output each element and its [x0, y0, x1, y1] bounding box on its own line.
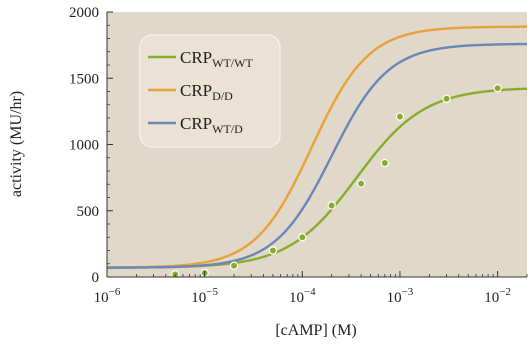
- legend-label-2: CRPWT/D: [180, 114, 243, 136]
- data-point-0-6: [356, 179, 366, 188]
- x-tick-label: 10−3: [387, 286, 414, 306]
- x-axis-title: [cAMP] (M): [275, 322, 356, 339]
- data-point-0-4: [298, 233, 307, 242]
- tick-labels: 0 500 1000 1500 2000 10−6 10−5 10−4 10−3 10−2: [69, 5, 511, 306]
- legend-label-1: CRPD/D: [180, 81, 233, 103]
- data-point-0-7: [380, 158, 390, 168]
- y-tick-label: 500: [77, 204, 100, 220]
- data-point-0-5: [327, 201, 336, 210]
- data-point-0-9: [442, 94, 451, 103]
- data-points: [171, 83, 502, 279]
- x-tick-label: 10−2: [484, 286, 511, 306]
- legend-box: [139, 34, 281, 148]
- x-tick-label: 10−5: [191, 286, 218, 306]
- y-tick-label: 2000: [69, 5, 99, 21]
- data-point-0-8: [395, 112, 405, 121]
- series-curves: [106, 25, 528, 269]
- data-point-0-3: [268, 246, 278, 255]
- y-tick-label: 0: [92, 270, 100, 286]
- legend-label-0: CRPWT/WT: [180, 48, 253, 70]
- series-line-2: [106, 42, 528, 269]
- x-tick-label: 10−4: [289, 286, 316, 306]
- data-point-0-2: [229, 261, 239, 270]
- data-point-0-10: [493, 83, 502, 93]
- legend: CRPWT/WT CRPD/D CRPWT/D: [139, 34, 281, 148]
- y-tick-label: 1500: [69, 71, 99, 87]
- x-tick-label: 10−6: [94, 286, 121, 306]
- y-axis-title: activity (MU/hr): [8, 91, 25, 197]
- y-tick-label: 1000: [69, 138, 99, 154]
- axes: [106, 11, 528, 278]
